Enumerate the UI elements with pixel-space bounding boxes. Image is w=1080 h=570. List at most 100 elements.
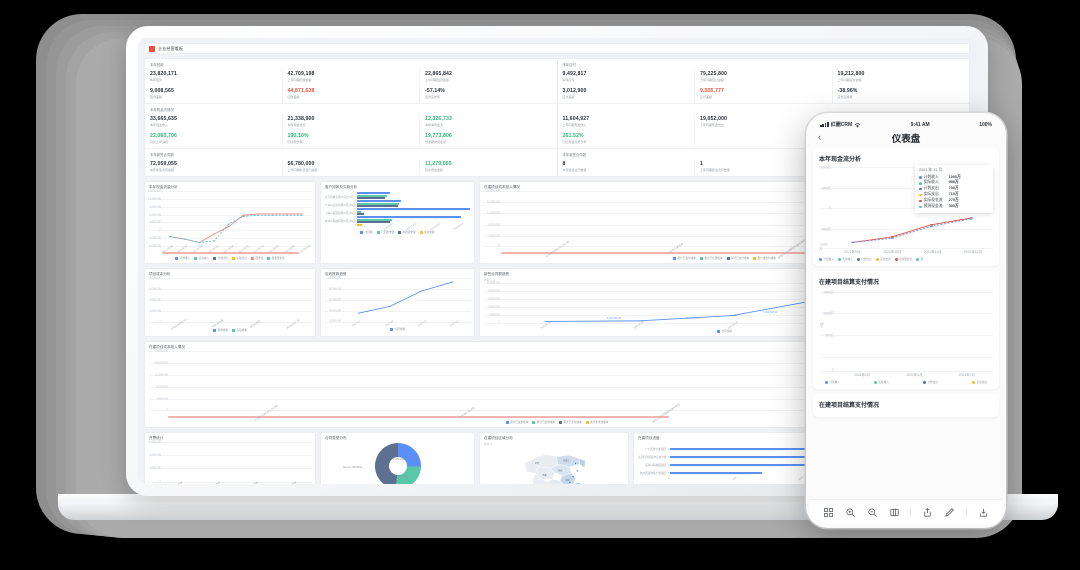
legend-item[interactable]: 实际成本 [232, 328, 247, 332]
legend-item[interactable]: 累计未支付成本 [753, 256, 776, 260]
hbar[interactable] [356, 205, 398, 208]
data-point[interactable] [969, 218, 973, 220]
legend-item[interactable]: 现金流 [250, 256, 263, 260]
hbar[interactable] [356, 200, 402, 203]
chart-card-cost-detail[interactable]: 项目成本分析 8,000,000 6,000,000 4,000,000 2,0… [144, 268, 316, 337]
download-icon[interactable] [978, 507, 989, 518]
zoom-in-icon[interactable] [845, 507, 856, 518]
legend-item[interactable]: 合同金额 [390, 327, 405, 331]
data-point[interactable] [851, 241, 855, 244]
data-point[interactable] [543, 321, 553, 322]
hbar[interactable] [669, 456, 892, 458]
legend-item[interactable]: 预测现金流 [267, 256, 285, 260]
data-point[interactable] [285, 213, 289, 215]
legend-item[interactable]: 计划收入 [175, 256, 190, 260]
zoom-out-icon[interactable] [867, 507, 878, 518]
data-point[interactable] [227, 226, 231, 228]
legend-item[interactable]: 计划收入 [825, 380, 840, 384]
hbar-row[interactable]: 深圳xx科技园项目 [638, 461, 965, 469]
chart-card-contract-type[interactable]: 合同类型分布 No.xxx (48.00%) 2 (26.00%) 2 (26.… [320, 432, 475, 484]
data-point[interactable] [300, 214, 304, 216]
legend-item[interactable]: 预算成本 [213, 328, 228, 332]
hbar-row[interactable]: 北京科学研究中心办公楼 [638, 453, 965, 461]
legend-item[interactable]: 累计已发生成本 [505, 420, 528, 424]
legend-item[interactable]: 合同金额 [717, 329, 732, 333]
data-point[interactable] [890, 237, 894, 239]
share-icon[interactable] [922, 507, 933, 518]
data-point[interactable] [930, 223, 934, 226]
legend-item[interactable]: 累计已结算成本 [532, 420, 555, 424]
donut-chart[interactable] [374, 443, 421, 484]
data-point[interactable] [183, 238, 187, 240]
data-point[interactable] [388, 305, 392, 307]
legend-item[interactable]: 累计已支付成本 [559, 420, 582, 424]
legend-item[interactable]: 已回款金额 [376, 230, 394, 234]
legend-item[interactable]: 累计已发生成本 [673, 256, 696, 260]
hbar[interactable] [356, 197, 385, 200]
data-point[interactable] [300, 213, 304, 215]
phone-card-cashflow[interactable]: 本年现金流分析 1000万 500万 0 -500万 -1000万 [813, 148, 999, 266]
chart-card-cashflow-trend[interactable]: 本年现金流量分析 15,000,000 12,000,000 9,000,000 [144, 181, 316, 264]
legend-item[interactable]: 实际收入 [194, 256, 209, 260]
legend-item[interactable]: 实际支出 [875, 257, 891, 261]
legend-item[interactable]: 实际支出 [232, 256, 247, 260]
data-point[interactable] [890, 236, 894, 238]
data-point[interactable] [198, 242, 201, 244]
legend-item[interactable]: 实际支出 [972, 380, 987, 384]
data-point[interactable] [227, 223, 231, 225]
data-point[interactable] [168, 236, 172, 238]
hbar[interactable] [669, 464, 849, 466]
chart-card-receivable-trend[interactable]: 应收账款趋势 10,000,000 8,000,000 6,000,000 4,… [320, 268, 475, 337]
chart-card-region-map[interactable]: 在建项目区域分布 单位:个 [479, 432, 629, 484]
data-point[interactable] [635, 320, 645, 322]
hbar[interactable] [356, 202, 400, 205]
hbar[interactable] [356, 210, 362, 213]
legend-item[interactable]: 实际收入 [874, 380, 889, 384]
legend-item[interactable]: 计划支出 [213, 256, 228, 260]
legend-item[interactable]: 预 [915, 257, 923, 261]
hbar-row[interactable]: 杭州西湖文化广场项目 [638, 469, 965, 477]
chevron-left-icon[interactable]: ‹ [818, 132, 821, 142]
legend-item[interactable]: 计划支出 [856, 257, 872, 261]
chart-card-invoice-stat[interactable]: 开票统计 6,000,000 4,000,000 2,000,000 0 [144, 432, 316, 484]
grid-icon[interactable] [823, 507, 834, 518]
hbar[interactable] [356, 218, 392, 221]
data-point[interactable] [930, 225, 934, 228]
hbar-row[interactable]: 杭州xx科技有限公司分公司 [325, 216, 470, 226]
data-point[interactable] [256, 214, 260, 216]
hbar[interactable] [356, 194, 388, 197]
legend-item[interactable]: 实际现金流 [894, 257, 912, 261]
data-point[interactable] [451, 281, 454, 283]
data-point[interactable] [419, 290, 423, 292]
chart-card-payment-status[interactable]: 客户回款及欠款分析 北京科技有限公司分公司 广州xx实业有限公司分公司 上海xx商贸… [320, 181, 475, 264]
data-point[interactable] [271, 214, 274, 216]
data-point[interactable] [271, 213, 274, 215]
edit-icon[interactable] [944, 507, 955, 518]
legend-item[interactable]: 累计已结算成本 [699, 256, 723, 260]
data-point[interactable] [285, 214, 289, 216]
legend-item[interactable]: 计划收入 [819, 257, 834, 261]
legend-item[interactable]: 累计已支付成本 [726, 256, 749, 260]
hbar[interactable] [356, 208, 470, 211]
legend-item[interactable]: 未回款金额 [398, 230, 416, 234]
legend-item[interactable]: 合同额 [360, 230, 373, 234]
data-point[interactable] [727, 315, 738, 317]
legend-item[interactable]: 实际收入 [837, 257, 853, 261]
data-point[interactable] [256, 213, 260, 215]
data-point[interactable] [357, 312, 360, 314]
legend-item[interactable]: 累计未支付成本 [585, 420, 608, 424]
data-point[interactable] [241, 215, 245, 217]
legend-item[interactable]: 计划支出 [923, 380, 938, 384]
data-point[interactable] [241, 214, 245, 216]
hbar[interactable] [356, 223, 363, 226]
data-point[interactable] [212, 233, 216, 235]
hbar[interactable] [356, 216, 461, 219]
hbar[interactable] [669, 472, 762, 474]
legend-item[interactable]: 欠款金额 [419, 230, 435, 234]
data-point[interactable] [212, 240, 216, 242]
hbar[interactable] [356, 221, 390, 224]
phone-card-settlement[interactable]: 在建项目结算支付情况 1500万 1000万 500万 0 Y轴 20 [813, 271, 999, 389]
hbar[interactable] [356, 192, 390, 195]
hbar[interactable] [356, 213, 364, 216]
